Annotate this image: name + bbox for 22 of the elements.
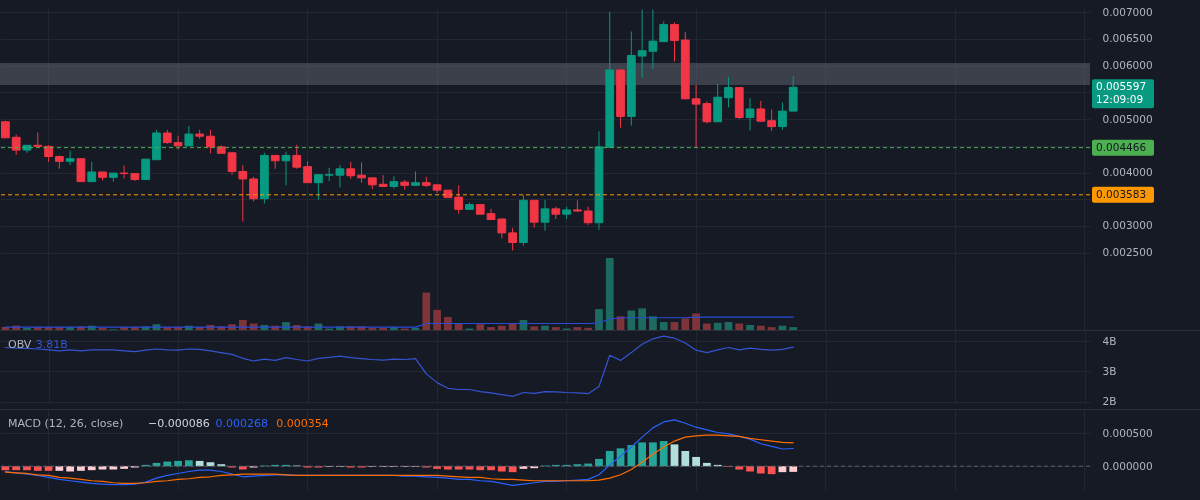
y-tick-label: 2B (1102, 395, 1117, 407)
y-tick-label: 0.007000 (1102, 5, 1153, 18)
text: MACD (12, 26, close) (8, 417, 124, 430)
text: 0.000354 (276, 417, 329, 430)
y-tick-label: 0.006000 (1102, 59, 1153, 72)
series-label: 3.81B (35, 338, 68, 351)
text: −0.000086 (148, 417, 210, 430)
ref-line-label: 0.004466 (1096, 140, 1147, 153)
y-tick-label: 0.005000 (1102, 112, 1153, 125)
text: 0.005597 (1096, 80, 1147, 93)
y-tick-label: 0.006500 (1102, 32, 1153, 45)
text: 12:09:09 (1096, 93, 1144, 106)
y-tick-label: 0.000000 (1102, 459, 1153, 472)
y-tick-label: 0.000500 (1102, 426, 1153, 439)
text: OBV (8, 338, 32, 351)
y-tick-label: 0.002500 (1102, 246, 1153, 259)
ref-line-label: 0.003583 (1096, 187, 1147, 200)
text: 0.000268 (215, 417, 268, 430)
y-tick-label: 4B (1102, 335, 1117, 347)
y-tick-label: 3B (1102, 365, 1117, 377)
y-tick-label: 0.003000 (1102, 219, 1153, 232)
y-tick-label: 0.004000 (1102, 166, 1153, 179)
